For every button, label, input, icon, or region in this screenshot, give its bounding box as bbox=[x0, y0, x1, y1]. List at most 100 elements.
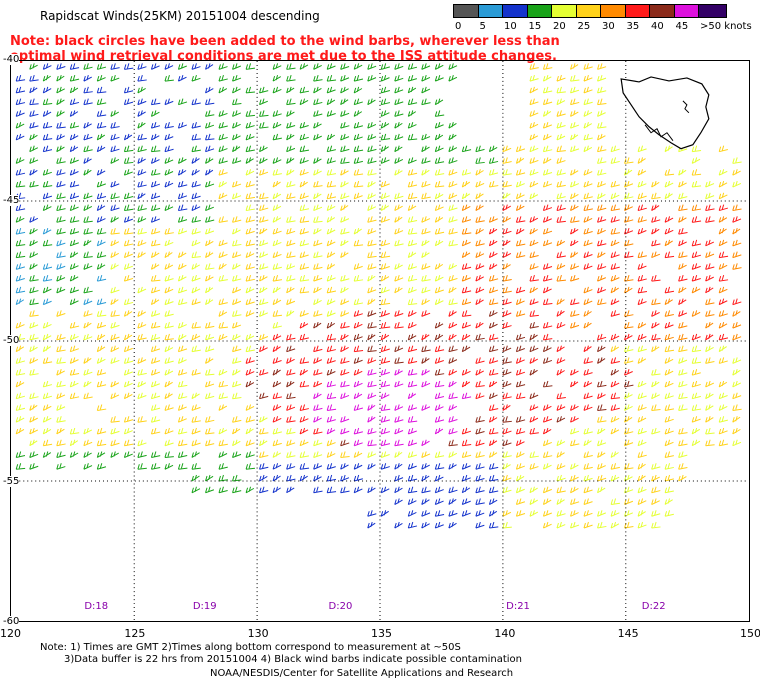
wind-barb bbox=[232, 333, 241, 341]
wind-barb bbox=[705, 357, 715, 364]
wind-barb bbox=[299, 227, 309, 235]
wind-barb bbox=[164, 98, 174, 106]
wind-barb bbox=[488, 451, 498, 458]
wind-barb bbox=[556, 98, 566, 106]
wind-barb bbox=[299, 474, 308, 482]
wind-barb bbox=[570, 204, 579, 212]
wind-barb bbox=[218, 157, 228, 164]
wind-barb bbox=[367, 204, 377, 212]
wind-barb bbox=[570, 274, 580, 282]
wind-barb bbox=[461, 333, 471, 341]
wind-barb bbox=[664, 498, 673, 505]
wind-barb bbox=[678, 345, 688, 353]
wind-barb bbox=[475, 486, 485, 494]
wind-barb bbox=[448, 333, 457, 341]
wind-barb bbox=[651, 310, 660, 317]
wind-barb bbox=[678, 474, 687, 482]
wind-barb bbox=[42, 180, 53, 188]
wind-barb bbox=[624, 169, 633, 176]
wind-barb bbox=[286, 122, 296, 129]
wind-barb bbox=[272, 451, 282, 458]
wind-barb bbox=[461, 145, 472, 153]
wind-barb bbox=[664, 369, 674, 376]
wind-barb bbox=[205, 86, 214, 94]
wind-barb bbox=[272, 86, 282, 94]
wind-barb bbox=[96, 216, 106, 223]
wind-barb bbox=[259, 286, 268, 294]
wind-barb bbox=[205, 369, 215, 376]
wind-barb bbox=[205, 333, 215, 341]
wind-barb bbox=[651, 427, 661, 435]
wind-barb bbox=[110, 251, 119, 259]
wind-barb bbox=[610, 145, 620, 153]
wind-barb bbox=[542, 98, 553, 106]
wind-barb bbox=[678, 451, 688, 458]
wind-barb bbox=[421, 157, 431, 164]
wind-barb bbox=[502, 357, 512, 364]
wind-barb bbox=[556, 192, 566, 200]
wind-barb bbox=[42, 86, 52, 94]
wind-barb bbox=[570, 416, 579, 423]
wind-barb bbox=[488, 251, 498, 259]
wind-barb bbox=[137, 98, 147, 106]
wind-barb bbox=[515, 380, 526, 388]
wind-barb bbox=[380, 510, 389, 517]
wind-barb bbox=[678, 427, 688, 435]
wind-barb bbox=[421, 274, 431, 282]
wind-barb bbox=[394, 486, 403, 494]
wind-barb bbox=[164, 157, 174, 164]
wind-barb bbox=[83, 427, 93, 435]
wind-barb bbox=[610, 498, 621, 506]
wind-barb bbox=[205, 145, 215, 153]
wind-barb bbox=[488, 216, 498, 223]
wind-barb bbox=[286, 357, 295, 364]
wind-barb bbox=[150, 345, 161, 353]
wind-barb bbox=[123, 310, 133, 317]
wind-barb bbox=[42, 239, 53, 247]
wind-barb bbox=[597, 180, 606, 188]
wind-barb bbox=[542, 498, 552, 505]
wind-barb bbox=[29, 416, 38, 423]
wind-barb bbox=[529, 357, 538, 364]
wind-barb bbox=[380, 180, 390, 188]
wind-barb bbox=[110, 180, 120, 188]
wind-barb bbox=[272, 345, 281, 353]
wind-barb bbox=[353, 133, 363, 141]
wind-barb bbox=[56, 169, 66, 176]
wind-barb bbox=[529, 122, 539, 129]
wind-barb bbox=[380, 357, 391, 364]
wind-barb bbox=[353, 110, 363, 117]
wind-barb bbox=[96, 404, 107, 411]
wind-barb bbox=[150, 133, 160, 141]
wind-barb bbox=[326, 345, 336, 353]
wind-barb bbox=[570, 521, 580, 529]
legend-label: 45 bbox=[675, 21, 689, 32]
wind-barb bbox=[678, 216, 687, 223]
wind-barb bbox=[461, 498, 471, 505]
wind-barb bbox=[340, 416, 350, 423]
wind-barb bbox=[15, 204, 26, 212]
wind-barb bbox=[15, 110, 25, 117]
wind-barb bbox=[732, 251, 742, 259]
wind-barb bbox=[434, 404, 444, 411]
wind-barb bbox=[394, 204, 403, 212]
wind-barb bbox=[624, 192, 634, 200]
wind-barb bbox=[624, 392, 633, 400]
wind-barb bbox=[475, 204, 484, 211]
wind-barb bbox=[137, 286, 147, 294]
wind-barb bbox=[488, 463, 499, 470]
wind-barb bbox=[137, 416, 147, 423]
wind-barb bbox=[123, 192, 134, 200]
wind-barb bbox=[164, 392, 173, 400]
wind-barb bbox=[407, 392, 417, 400]
wind-barb bbox=[556, 86, 566, 94]
wind-barb bbox=[705, 192, 715, 200]
wind-barb bbox=[542, 263, 553, 270]
wind-barb bbox=[651, 510, 661, 517]
wind-barb bbox=[218, 122, 228, 129]
wind-barb bbox=[380, 274, 390, 282]
wind-barb bbox=[286, 157, 295, 164]
wind-barb bbox=[394, 439, 404, 447]
wind-barb bbox=[29, 98, 39, 106]
wind-barb bbox=[340, 310, 350, 317]
